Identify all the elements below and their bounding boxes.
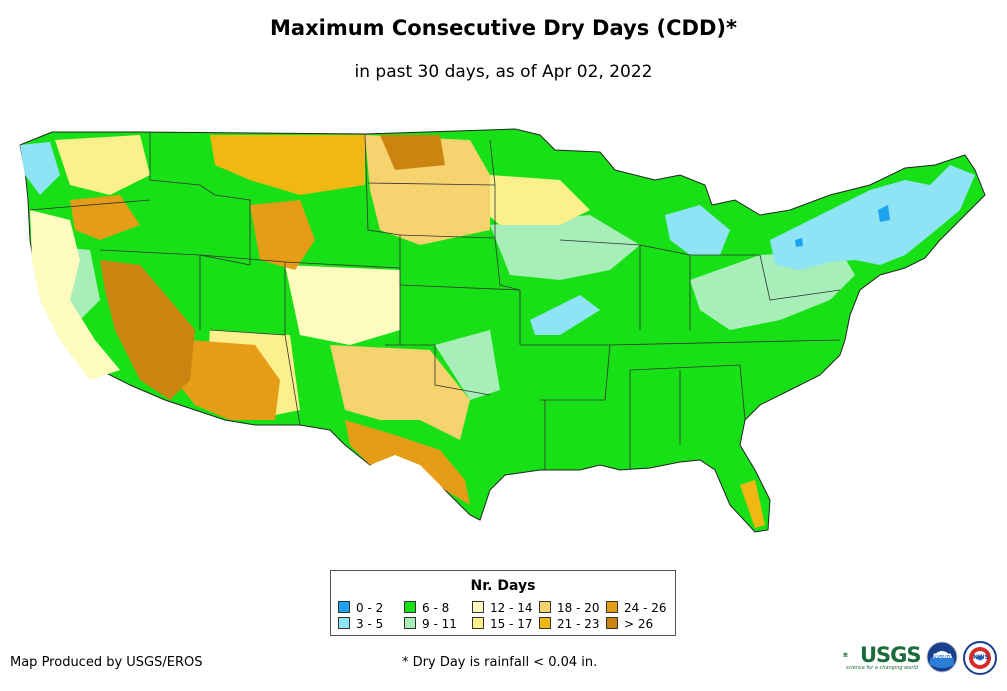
legend-label: 6 - 8 bbox=[422, 601, 450, 615]
legend-title: Nr. Days bbox=[470, 578, 536, 594]
legend-swatch bbox=[539, 601, 551, 613]
zone-9-11-texas bbox=[435, 330, 500, 400]
legend: Nr. Days 0 - 2 3 - 5 6 - 8 9 - 11 12 - 1… bbox=[330, 570, 676, 636]
legend-item: 24 - 26 bbox=[606, 601, 667, 615]
legend-item: 15 - 17 bbox=[472, 617, 533, 631]
zone-24-26-oregon bbox=[70, 195, 140, 240]
legend-swatch bbox=[606, 617, 618, 629]
map-title: Maximum Consecutive Dry Days (CDD)* bbox=[270, 16, 737, 40]
usgs-logo-icon bbox=[843, 652, 848, 657]
zone-24-26-texas bbox=[345, 420, 470, 505]
zone-3-5-michigan bbox=[665, 205, 730, 255]
legend-swatch bbox=[404, 617, 416, 629]
zone-9-11-north bbox=[490, 215, 640, 280]
zone-0-2-spots bbox=[795, 205, 890, 247]
legend-item: 9 - 11 bbox=[404, 617, 457, 631]
legend-item: 21 - 23 bbox=[539, 617, 600, 631]
legend-item: 18 - 20 bbox=[539, 601, 600, 615]
usgs-tagline: science for a changing world bbox=[846, 665, 918, 671]
legend-label: > 26 bbox=[624, 617, 654, 631]
zone-12-17-california bbox=[30, 210, 120, 380]
zone-over-26-north bbox=[380, 135, 445, 170]
legend-swatch bbox=[606, 601, 618, 613]
legend-label: 9 - 11 bbox=[422, 617, 457, 631]
legend-item: 3 - 5 bbox=[338, 617, 383, 631]
zone-3-5-northeast bbox=[770, 165, 975, 270]
zone-3-5-northwest bbox=[20, 142, 60, 195]
legend-swatch bbox=[338, 617, 350, 629]
zone-21-23-florida bbox=[740, 480, 765, 528]
legend-label: 15 - 17 bbox=[490, 617, 533, 631]
usgs-logo-text: USGS bbox=[860, 643, 922, 667]
zone-over-26-nevada bbox=[100, 260, 195, 400]
zone-24-26-arizona bbox=[175, 340, 280, 420]
nws-label: NWS bbox=[973, 654, 989, 661]
zone-12-17-northwest bbox=[55, 135, 150, 195]
zone-12-17-plains bbox=[470, 175, 590, 225]
legend-label: 21 - 23 bbox=[557, 617, 600, 631]
legend-item: > 26 bbox=[606, 617, 653, 631]
legend-label: 24 - 26 bbox=[624, 601, 667, 615]
zone-24-26-wyoming bbox=[250, 200, 315, 270]
legend-label: 0 - 2 bbox=[356, 601, 384, 615]
legend-label: 18 - 20 bbox=[557, 601, 600, 615]
state-boundaries bbox=[29, 133, 841, 470]
dry-day-footnote: * Dry Day is rainfall < 0.04 in. bbox=[402, 655, 598, 670]
legend-swatch bbox=[472, 601, 484, 613]
legend-swatch bbox=[539, 617, 551, 629]
zone-9-11-east bbox=[690, 250, 855, 330]
zone-12-17-colorado bbox=[285, 265, 400, 345]
legend-item: 0 - 2 bbox=[338, 601, 383, 615]
legend-label: 12 - 14 bbox=[490, 601, 533, 615]
legend-item: 12 - 14 bbox=[472, 601, 533, 615]
legend-label: 3 - 5 bbox=[356, 617, 384, 631]
legend-swatch bbox=[472, 617, 484, 629]
map-subtitle: in past 30 days, as of Apr 02, 2022 bbox=[354, 62, 653, 82]
noaa-logo-icon bbox=[926, 641, 958, 673]
zone-21-23-montana bbox=[210, 135, 365, 195]
legend-swatch bbox=[404, 601, 416, 613]
noaa-label: NOAA bbox=[933, 653, 953, 660]
nws-logo-icon bbox=[963, 641, 997, 675]
map-credit: Map Produced by USGS/EROS bbox=[10, 655, 203, 670]
legend-item: 6 - 8 bbox=[404, 601, 449, 615]
zone-3-5-missouri bbox=[530, 295, 600, 335]
legend-swatch bbox=[338, 601, 350, 613]
